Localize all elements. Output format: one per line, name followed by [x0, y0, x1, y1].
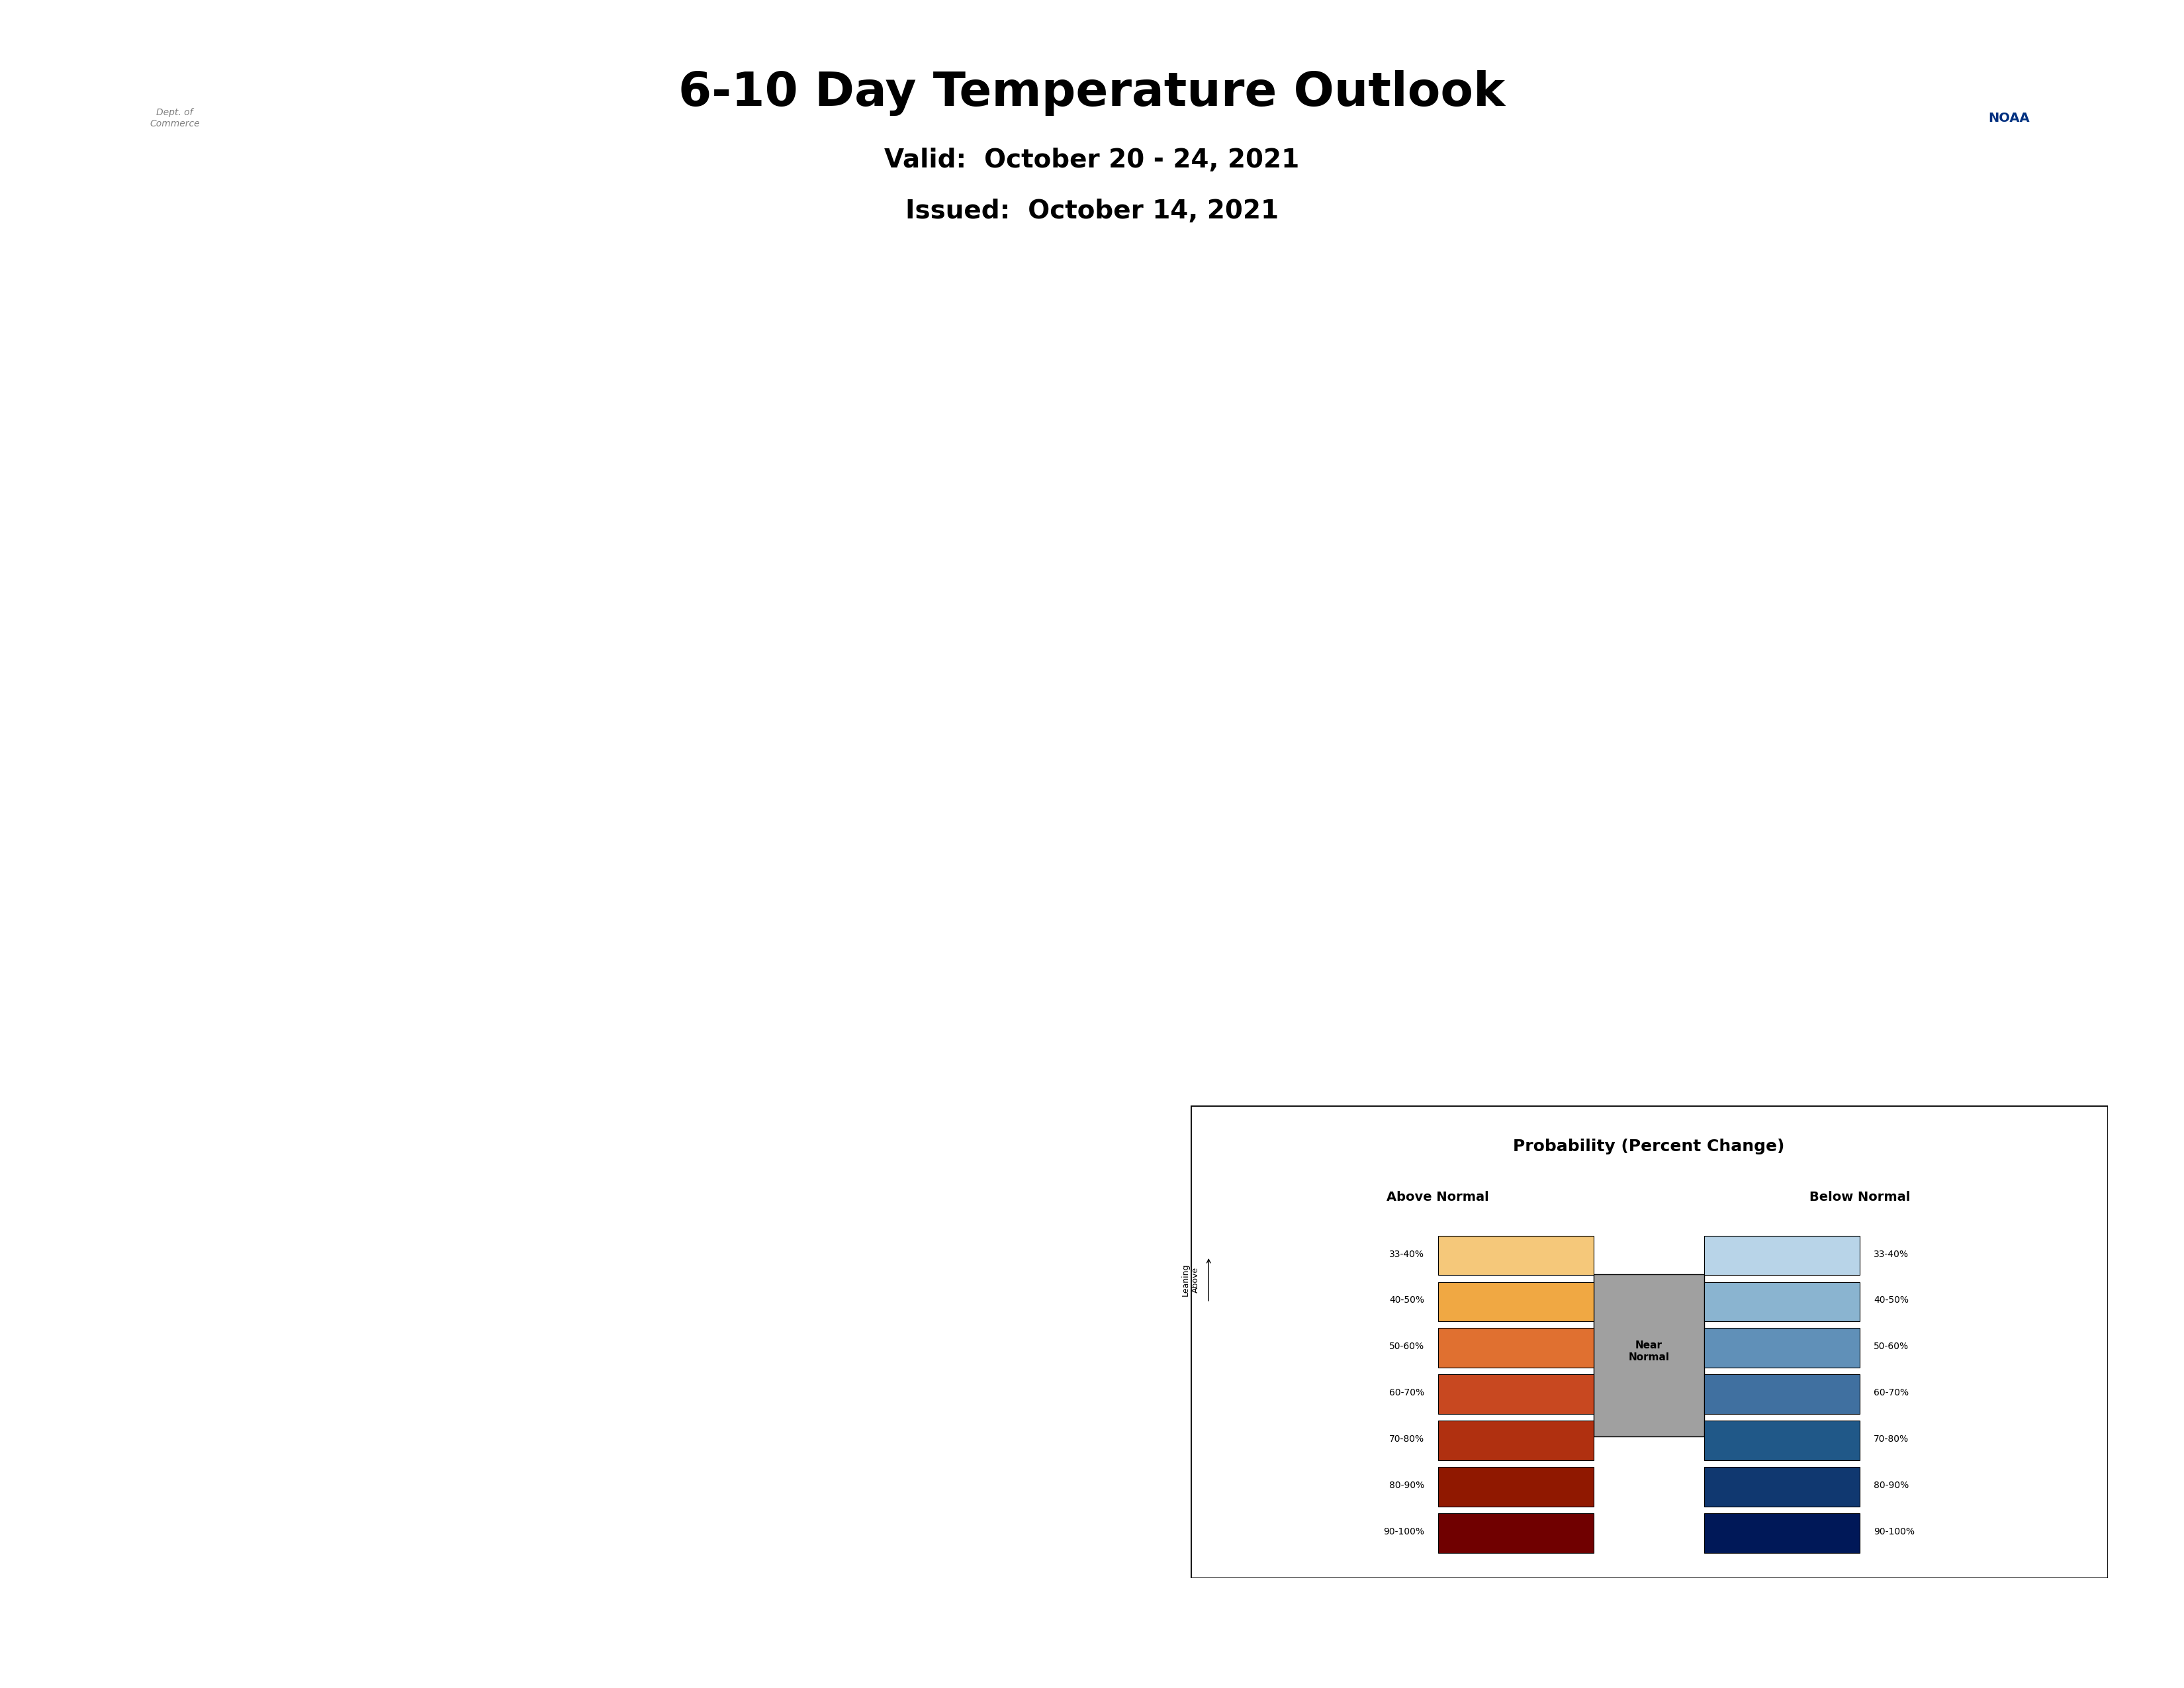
Bar	[1704, 1467, 1861, 1506]
Bar	[1704, 1374, 1861, 1415]
Text: 90-100%: 90-100%	[1874, 1528, 1915, 1536]
Bar	[1704, 1514, 1861, 1553]
Bar	[1704, 1236, 1861, 1274]
Text: 80-90%: 80-90%	[1389, 1480, 1424, 1491]
Text: NOAA: NOAA	[1990, 111, 2029, 125]
Bar	[1437, 1236, 1594, 1274]
Text: 70-80%: 70-80%	[1389, 1435, 1424, 1443]
Text: Leaning
Above: Leaning Above	[1182, 1263, 1199, 1296]
Text: 50-60%: 50-60%	[1874, 1342, 1909, 1352]
Bar	[1437, 1421, 1594, 1460]
Bar	[1437, 1374, 1594, 1415]
Bar	[1437, 1328, 1594, 1367]
Text: 80-90%: 80-90%	[1874, 1480, 1909, 1491]
Bar	[1594, 1274, 1704, 1436]
Bar	[1437, 1281, 1594, 1322]
Bar	[1437, 1467, 1594, 1506]
Text: Dept. of
Commerce: Dept. of Commerce	[151, 108, 199, 128]
Text: Probability (Percent Change): Probability (Percent Change)	[1514, 1139, 1784, 1155]
Text: 60-70%: 60-70%	[1874, 1389, 1909, 1398]
Text: 90-100%: 90-100%	[1382, 1528, 1424, 1536]
Text: Valid:  October 20 - 24, 2021: Valid: October 20 - 24, 2021	[885, 149, 1299, 172]
Text: 70-80%: 70-80%	[1874, 1435, 1909, 1443]
Bar	[1704, 1421, 1861, 1460]
Text: 6-10 Day Temperature Outlook: 6-10 Day Temperature Outlook	[679, 69, 1505, 116]
Text: 33-40%: 33-40%	[1389, 1249, 1424, 1259]
Bar	[1704, 1281, 1861, 1322]
Text: Near
Normal: Near Normal	[1629, 1340, 1669, 1362]
Text: 60-70%: 60-70%	[1389, 1389, 1424, 1398]
Bar	[1437, 1514, 1594, 1553]
Text: 50-60%: 50-60%	[1389, 1342, 1424, 1352]
Bar	[1704, 1328, 1861, 1367]
Text: 40-50%: 40-50%	[1874, 1296, 1909, 1305]
Text: 33-40%: 33-40%	[1874, 1249, 1909, 1259]
Text: Below Normal: Below Normal	[1811, 1190, 1911, 1204]
Text: Above Normal: Above Normal	[1387, 1190, 1489, 1204]
Text: Issued:  October 14, 2021: Issued: October 14, 2021	[906, 199, 1278, 223]
Text: 40-50%: 40-50%	[1389, 1296, 1424, 1305]
FancyBboxPatch shape	[1190, 1106, 2108, 1578]
